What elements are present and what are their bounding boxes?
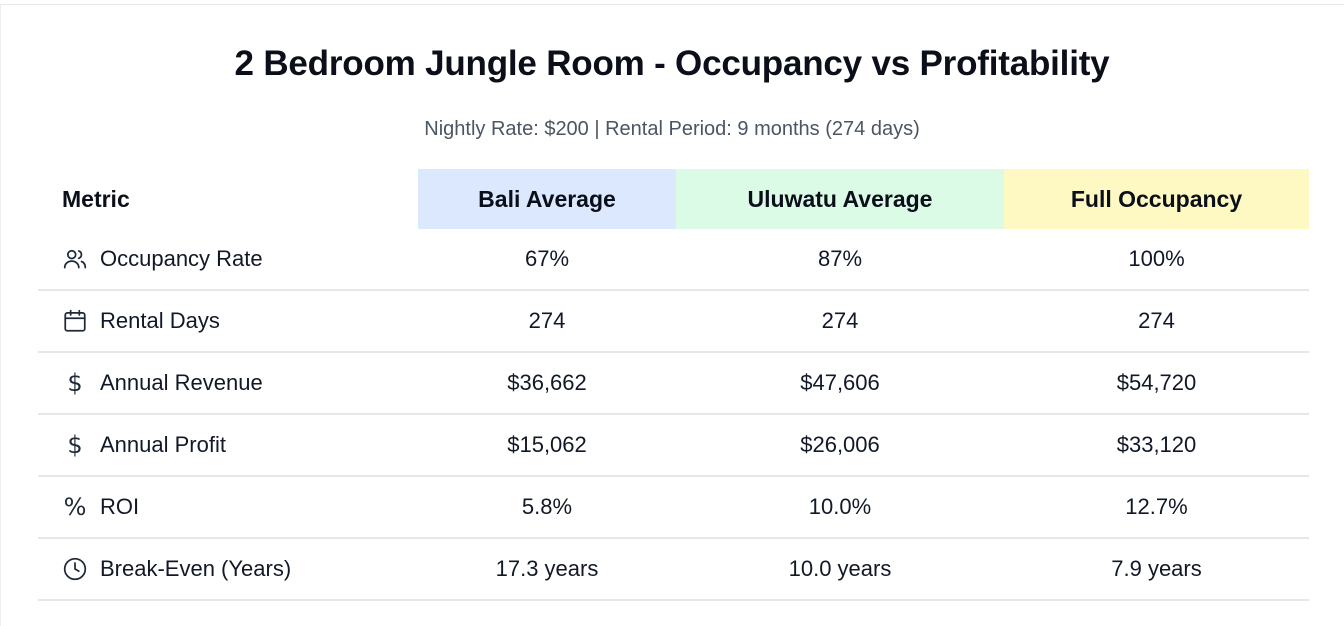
page-title: 2 Bedroom Jungle Room - Occupancy vs Pro… [234,44,1110,83]
uluwatu-value: $47,606 [800,370,880,395]
metric-label: Annual Revenue [100,370,263,395]
uluwatu-value: 274 [821,308,859,333]
metric-label: Occupancy Rate [100,246,263,271]
full-value: 100% [1128,246,1185,271]
table-row: Occupancy Rate 67% 87% 100% [38,229,1309,291]
calendar-icon [62,308,88,334]
metric-label: Annual Profit [100,432,226,457]
users-icon [62,246,88,272]
dollar-icon: $ [67,431,83,459]
metric-label: Break-Even (Years) [100,556,292,581]
metric-cell: Occupancy Rate [38,229,418,289]
table-row: $ Annual Profit $15,062 $26,006 $33,120 [38,415,1309,477]
full-value: $54,720 [1116,370,1197,395]
metric-label: Rental Days [100,308,220,333]
header-metric: Metric [62,185,130,212]
uluwatu-value: 10.0 years [788,556,892,581]
page-frame [0,4,1344,626]
dollar-icon: $ [67,369,83,397]
bali-value: 67% [524,246,570,271]
metric-cell: % ROI [38,477,418,537]
full-value: 7.9 years [1111,556,1202,581]
metric-cell: $ Annual Profit [38,415,418,475]
metric-cell: Break-Even (Years) [38,539,418,599]
uluwatu-value: 87% [817,246,863,271]
table-row: Rental Days 274 274 274 [38,291,1309,353]
percent-icon: % [63,493,87,521]
uluwatu-value: $26,006 [800,432,880,457]
header-full-occupancy: Full Occupancy [1004,169,1309,229]
table-row: Break-Even (Years) 17.3 years 10.0 years… [38,539,1309,601]
comparison-table: Metric Bali Average Uluwatu Average Full… [38,169,1309,601]
bali-value: $15,062 [507,432,587,457]
header-uluwatu-average: Uluwatu Average [676,169,1004,229]
bali-value: 17.3 years [495,556,599,581]
table-row: % ROI 5.8% 10.0% 12.7% [38,477,1309,539]
metric-cell: $ Annual Revenue [38,353,418,413]
table-header-row: Metric Bali Average Uluwatu Average Full… [38,169,1309,229]
full-value: $33,120 [1116,432,1197,457]
metric-cell: Rental Days [38,291,418,351]
bali-value: 5.8% [521,494,573,519]
metric-label: ROI [100,494,140,519]
bali-value: $36,662 [507,370,587,395]
uluwatu-value: 10.0% [808,494,872,519]
clock-icon [62,556,88,582]
full-value: 274 [1138,308,1175,333]
full-value: 12.7% [1125,494,1188,519]
header-bali-average: Bali Average [418,169,676,229]
table-row: $ Annual Revenue $36,662 $47,606 $54,720 [38,353,1309,415]
page-subtitle: Nightly Rate: $200 | Rental Period: 9 mo… [424,118,920,140]
bali-value: 274 [528,308,566,333]
